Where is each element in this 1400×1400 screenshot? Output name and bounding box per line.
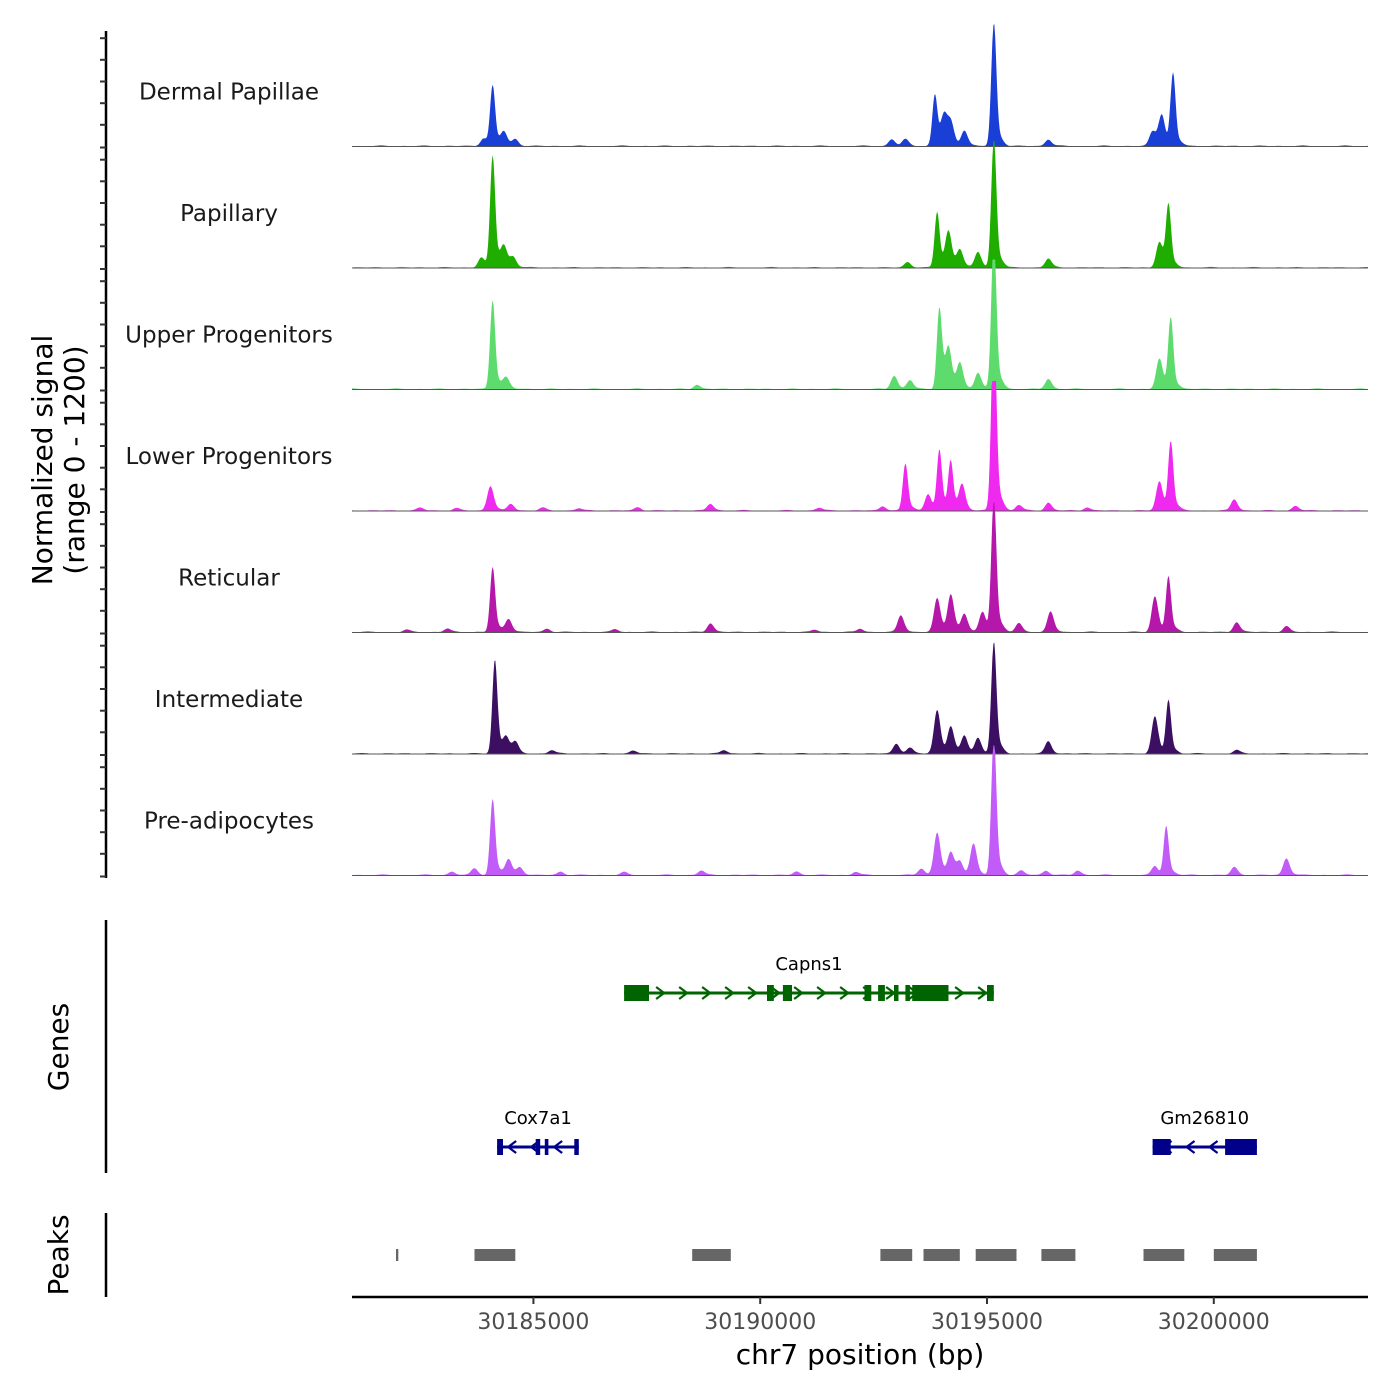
track-label: Papillary	[180, 201, 278, 227]
peak-region	[692, 1249, 731, 1261]
gene-label: Cox7a1	[504, 1108, 572, 1129]
peak-region	[880, 1249, 913, 1261]
track-pre-adipocytes: Pre-adipocytes	[144, 745, 1368, 876]
track-label: Reticular	[178, 566, 280, 592]
gene-exon	[878, 985, 885, 1001]
coverage-area	[352, 259, 1368, 390]
x-axis-title: chr7 position (bp)	[736, 1338, 985, 1371]
strand-arrow	[816, 986, 827, 1000]
gene-exon	[987, 985, 994, 1001]
strand-arrow	[1207, 1140, 1219, 1154]
strand-arrow	[724, 986, 735, 1000]
x-axis: chr7 position (bp) 30185000 30190000 30195…	[352, 1295, 1368, 1371]
signal-axis-title-line2: (range 0 - 1200)	[58, 345, 91, 574]
gene-exon	[894, 985, 899, 1001]
gene-exon	[497, 1139, 503, 1155]
signal-tracks: Dermal Papillae Papillary Upper Progenitor…	[125, 24, 1368, 876]
peaks-track: Peaks	[42, 1213, 1257, 1297]
gene-exon	[544, 1139, 549, 1155]
gene-capns1: Capns1	[624, 954, 994, 1001]
peak-region	[975, 1249, 1017, 1261]
coverage-area	[352, 642, 1368, 754]
strand-arrow	[506, 1140, 517, 1154]
x-tick-label: 30200000	[1158, 1310, 1270, 1335]
track-reticular: Reticular	[178, 502, 1368, 633]
strand-arrow	[747, 986, 758, 1000]
gene-exon	[905, 985, 910, 1001]
coverage-area	[352, 745, 1368, 876]
strand-arrow	[655, 986, 666, 1000]
gene-exon	[624, 985, 649, 1001]
gene-exon	[782, 985, 792, 1001]
gene-exon	[912, 985, 949, 1001]
gene-gm26810: Gm26810	[1152, 1108, 1257, 1155]
coverage-area	[352, 24, 1368, 147]
track-intermediate: Intermediate	[155, 642, 1368, 755]
gene-exon	[574, 1139, 579, 1155]
strand-arrow	[977, 986, 988, 1000]
peak-region	[474, 1249, 516, 1261]
gene-exon	[1225, 1139, 1257, 1155]
track-dermal-papillae: Dermal Papillae	[139, 24, 1368, 147]
coverage-area	[352, 381, 1368, 511]
track-label: Intermediate	[155, 687, 303, 713]
gene-cox7a1: Cox7a1	[497, 1108, 579, 1155]
strand-arrow	[678, 986, 689, 1000]
peak-region	[1213, 1249, 1257, 1261]
signal-y-axis: Normalized signal (range 0 - 1200)	[26, 31, 108, 878]
strand-arrow	[793, 986, 804, 1000]
peak-region	[923, 1249, 960, 1261]
gene-exon	[767, 985, 774, 1001]
strand-arrow	[770, 986, 781, 1000]
peak-region	[396, 1249, 399, 1261]
genes-track: Genes Capns1 Cox7a1 Gm26810	[42, 920, 1257, 1173]
strand-arrow	[552, 1140, 563, 1154]
peaks-track-label: Peaks	[42, 1214, 75, 1295]
gene-exon	[535, 1139, 541, 1155]
strand-arrow	[839, 986, 850, 1000]
gene-label: Gm26810	[1160, 1108, 1249, 1129]
gene-exon	[864, 985, 872, 1001]
x-tick-label: 30185000	[477, 1310, 589, 1335]
track-label: Lower Progenitors	[126, 444, 333, 470]
peak-region	[1041, 1249, 1076, 1261]
track-papillary: Papillary	[180, 140, 1368, 269]
track-lower-progenitors: Lower Progenitors	[126, 381, 1368, 512]
track-upper-progenitors: Upper Progenitors	[125, 259, 1368, 390]
signal-axis-title-line1: Normalized signal	[26, 335, 59, 586]
x-tick-label: 30190000	[704, 1310, 816, 1335]
track-label: Pre-adipocytes	[144, 809, 314, 835]
track-label: Upper Progenitors	[125, 323, 333, 349]
track-label: Dermal Papillae	[139, 80, 319, 106]
coverage-area	[352, 502, 1368, 633]
peak-region	[1143, 1249, 1185, 1261]
gene-exon	[1152, 1139, 1171, 1155]
gene-label: Capns1	[775, 954, 842, 975]
coverage-area	[352, 140, 1368, 268]
strand-arrow	[701, 986, 712, 1000]
strand-arrow	[954, 986, 965, 1000]
strand-arrow	[1184, 1140, 1196, 1154]
genes-track-label: Genes	[42, 1003, 75, 1091]
x-tick-label: 30195000	[931, 1310, 1043, 1335]
